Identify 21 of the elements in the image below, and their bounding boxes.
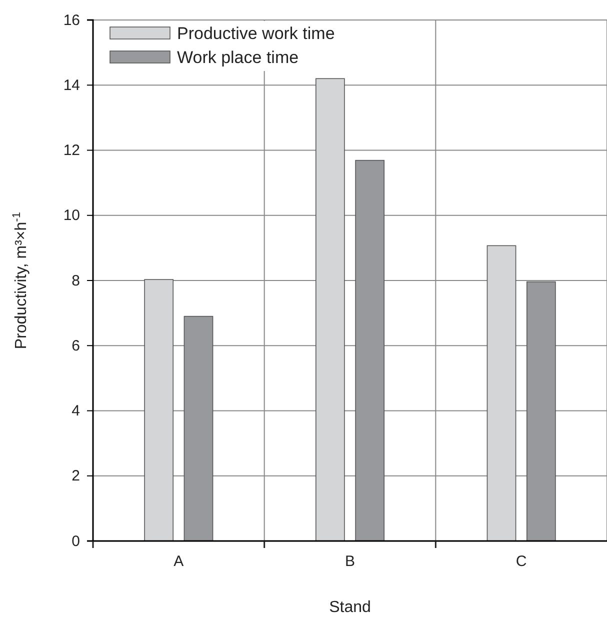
y-tick-label: 8 [72,272,80,290]
bar [526,281,556,542]
y-tick-label: 2 [72,468,80,485]
legend-label: Work place time [177,48,299,67]
y-tick-label: 6 [72,337,80,354]
y-tick-label: 4 [72,402,80,420]
bar [184,316,214,542]
bar [486,245,516,542]
bar [315,78,345,542]
x-tick-label: A [174,553,184,570]
y-tick-label: 16 [63,12,80,29]
legend-label: Productive work time [177,24,335,43]
bar [144,279,174,542]
y-tick-label: 0 [72,532,80,550]
y-tick-label: 12 [63,142,80,160]
bar [355,160,385,542]
x-tick-label: C [516,553,527,570]
x-axis-title: Stand [329,599,371,616]
y-tick-label: 10 [63,207,80,224]
x-tick-label: B [344,553,356,570]
y-tick-label: 14 [63,76,80,94]
